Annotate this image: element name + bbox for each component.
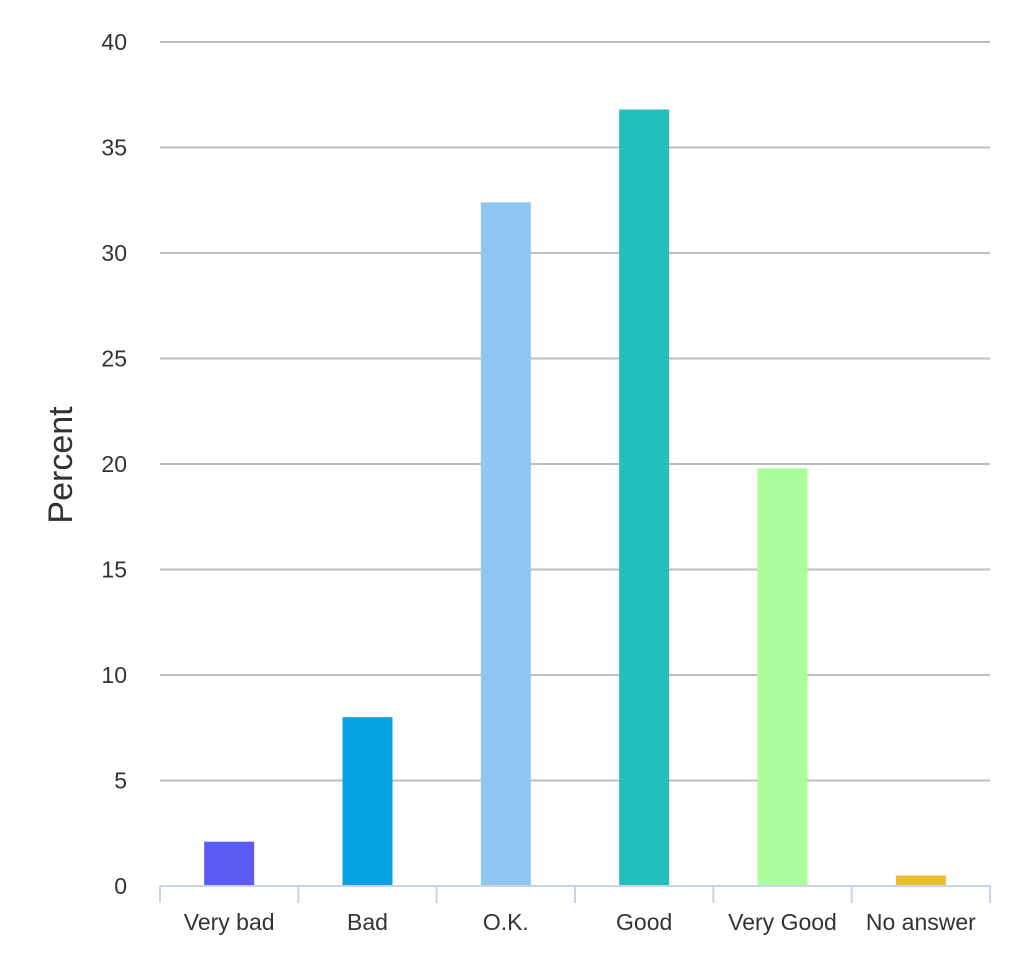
- y-tick-label: 10: [101, 662, 127, 688]
- x-tick-label: Very bad: [184, 909, 275, 935]
- bar-o-k: [480, 202, 531, 887]
- bar-good: [619, 109, 670, 886]
- y-axis-title: Percent: [42, 406, 80, 524]
- y-tick-label: 30: [101, 240, 127, 266]
- y-tick-label: 25: [101, 346, 127, 372]
- y-tick-label: 5: [114, 768, 127, 794]
- bar-bad: [342, 717, 393, 886]
- x-axis: Very bad Bad O.K. Good Very Good No answer: [159, 885, 991, 935]
- y-tick-label: 40: [101, 29, 127, 55]
- x-tick-label: Good: [616, 909, 672, 935]
- x-tick-label: O.K.: [483, 909, 529, 935]
- y-tick-label: 20: [101, 451, 127, 477]
- y-tick-label: 0: [114, 873, 127, 899]
- y-tick-label: 15: [101, 557, 127, 583]
- bar-very-bad: [204, 841, 255, 886]
- x-tick-label: No answer: [866, 909, 976, 935]
- bars: [204, 109, 946, 887]
- gridlines: [160, 41, 990, 782]
- y-axis-ticks: 0 5 10 15 20 25 30 35 40: [101, 29, 127, 899]
- y-tick-label: 35: [101, 135, 127, 161]
- bar-no-answer: [895, 875, 946, 886]
- bar-very-good: [757, 468, 808, 886]
- x-tick-label: Bad: [347, 909, 388, 935]
- x-tick-label: Very Good: [728, 909, 837, 935]
